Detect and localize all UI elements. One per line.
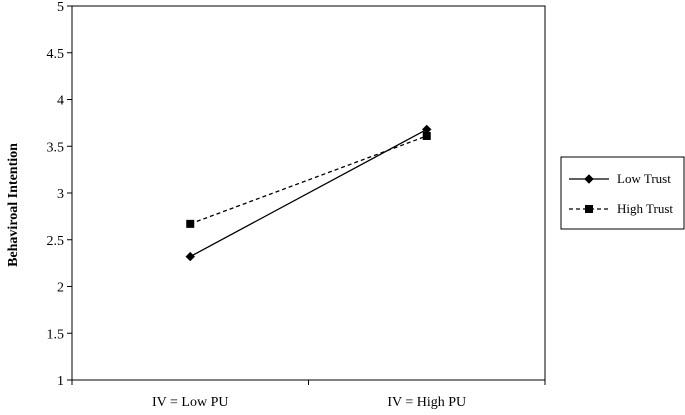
y-tick-label: 3.5 bbox=[47, 140, 65, 155]
x-tick-label: IV = Low PU bbox=[152, 395, 228, 410]
y-tick-label: 4 bbox=[57, 94, 64, 109]
y-tick-label: 5 bbox=[57, 0, 64, 15]
legend-item: High Trust bbox=[569, 201, 673, 216]
y-tick-label: 3 bbox=[57, 187, 64, 202]
data-point bbox=[186, 219, 195, 228]
legend-label: Low Trust bbox=[617, 171, 671, 186]
x-tick-label: IV = High PU bbox=[387, 395, 466, 410]
y-tick-label: 2.5 bbox=[47, 234, 65, 249]
series-line bbox=[190, 135, 427, 225]
y-axis-ticks: 1 1.5 2 2.5 3 3.5 4 4.5 5 bbox=[47, 0, 72, 389]
y-tick-label: 1 bbox=[57, 374, 64, 389]
series-1 bbox=[185, 124, 432, 262]
legend-box bbox=[560, 156, 685, 230]
series-line bbox=[189, 128, 428, 258]
legend: Low Trust High Trust bbox=[560, 156, 685, 230]
series-2 bbox=[186, 131, 431, 228]
legend-label: High Trust bbox=[617, 201, 673, 216]
y-tick-label: 1.5 bbox=[47, 327, 65, 342]
legend-item: Low Trust bbox=[569, 171, 671, 186]
series-group bbox=[185, 124, 432, 262]
y-tick-label: 2 bbox=[57, 281, 64, 296]
data-point bbox=[185, 251, 195, 262]
legend-marker bbox=[585, 205, 593, 213]
legend-marker bbox=[584, 174, 594, 184]
x-axis-ticks: IV = Low PU IV = High PU bbox=[71, 380, 546, 410]
y-axis-label: Behaviroal Intention bbox=[6, 143, 21, 267]
data-point bbox=[422, 131, 431, 140]
y-tick-label: 4.5 bbox=[47, 47, 65, 62]
